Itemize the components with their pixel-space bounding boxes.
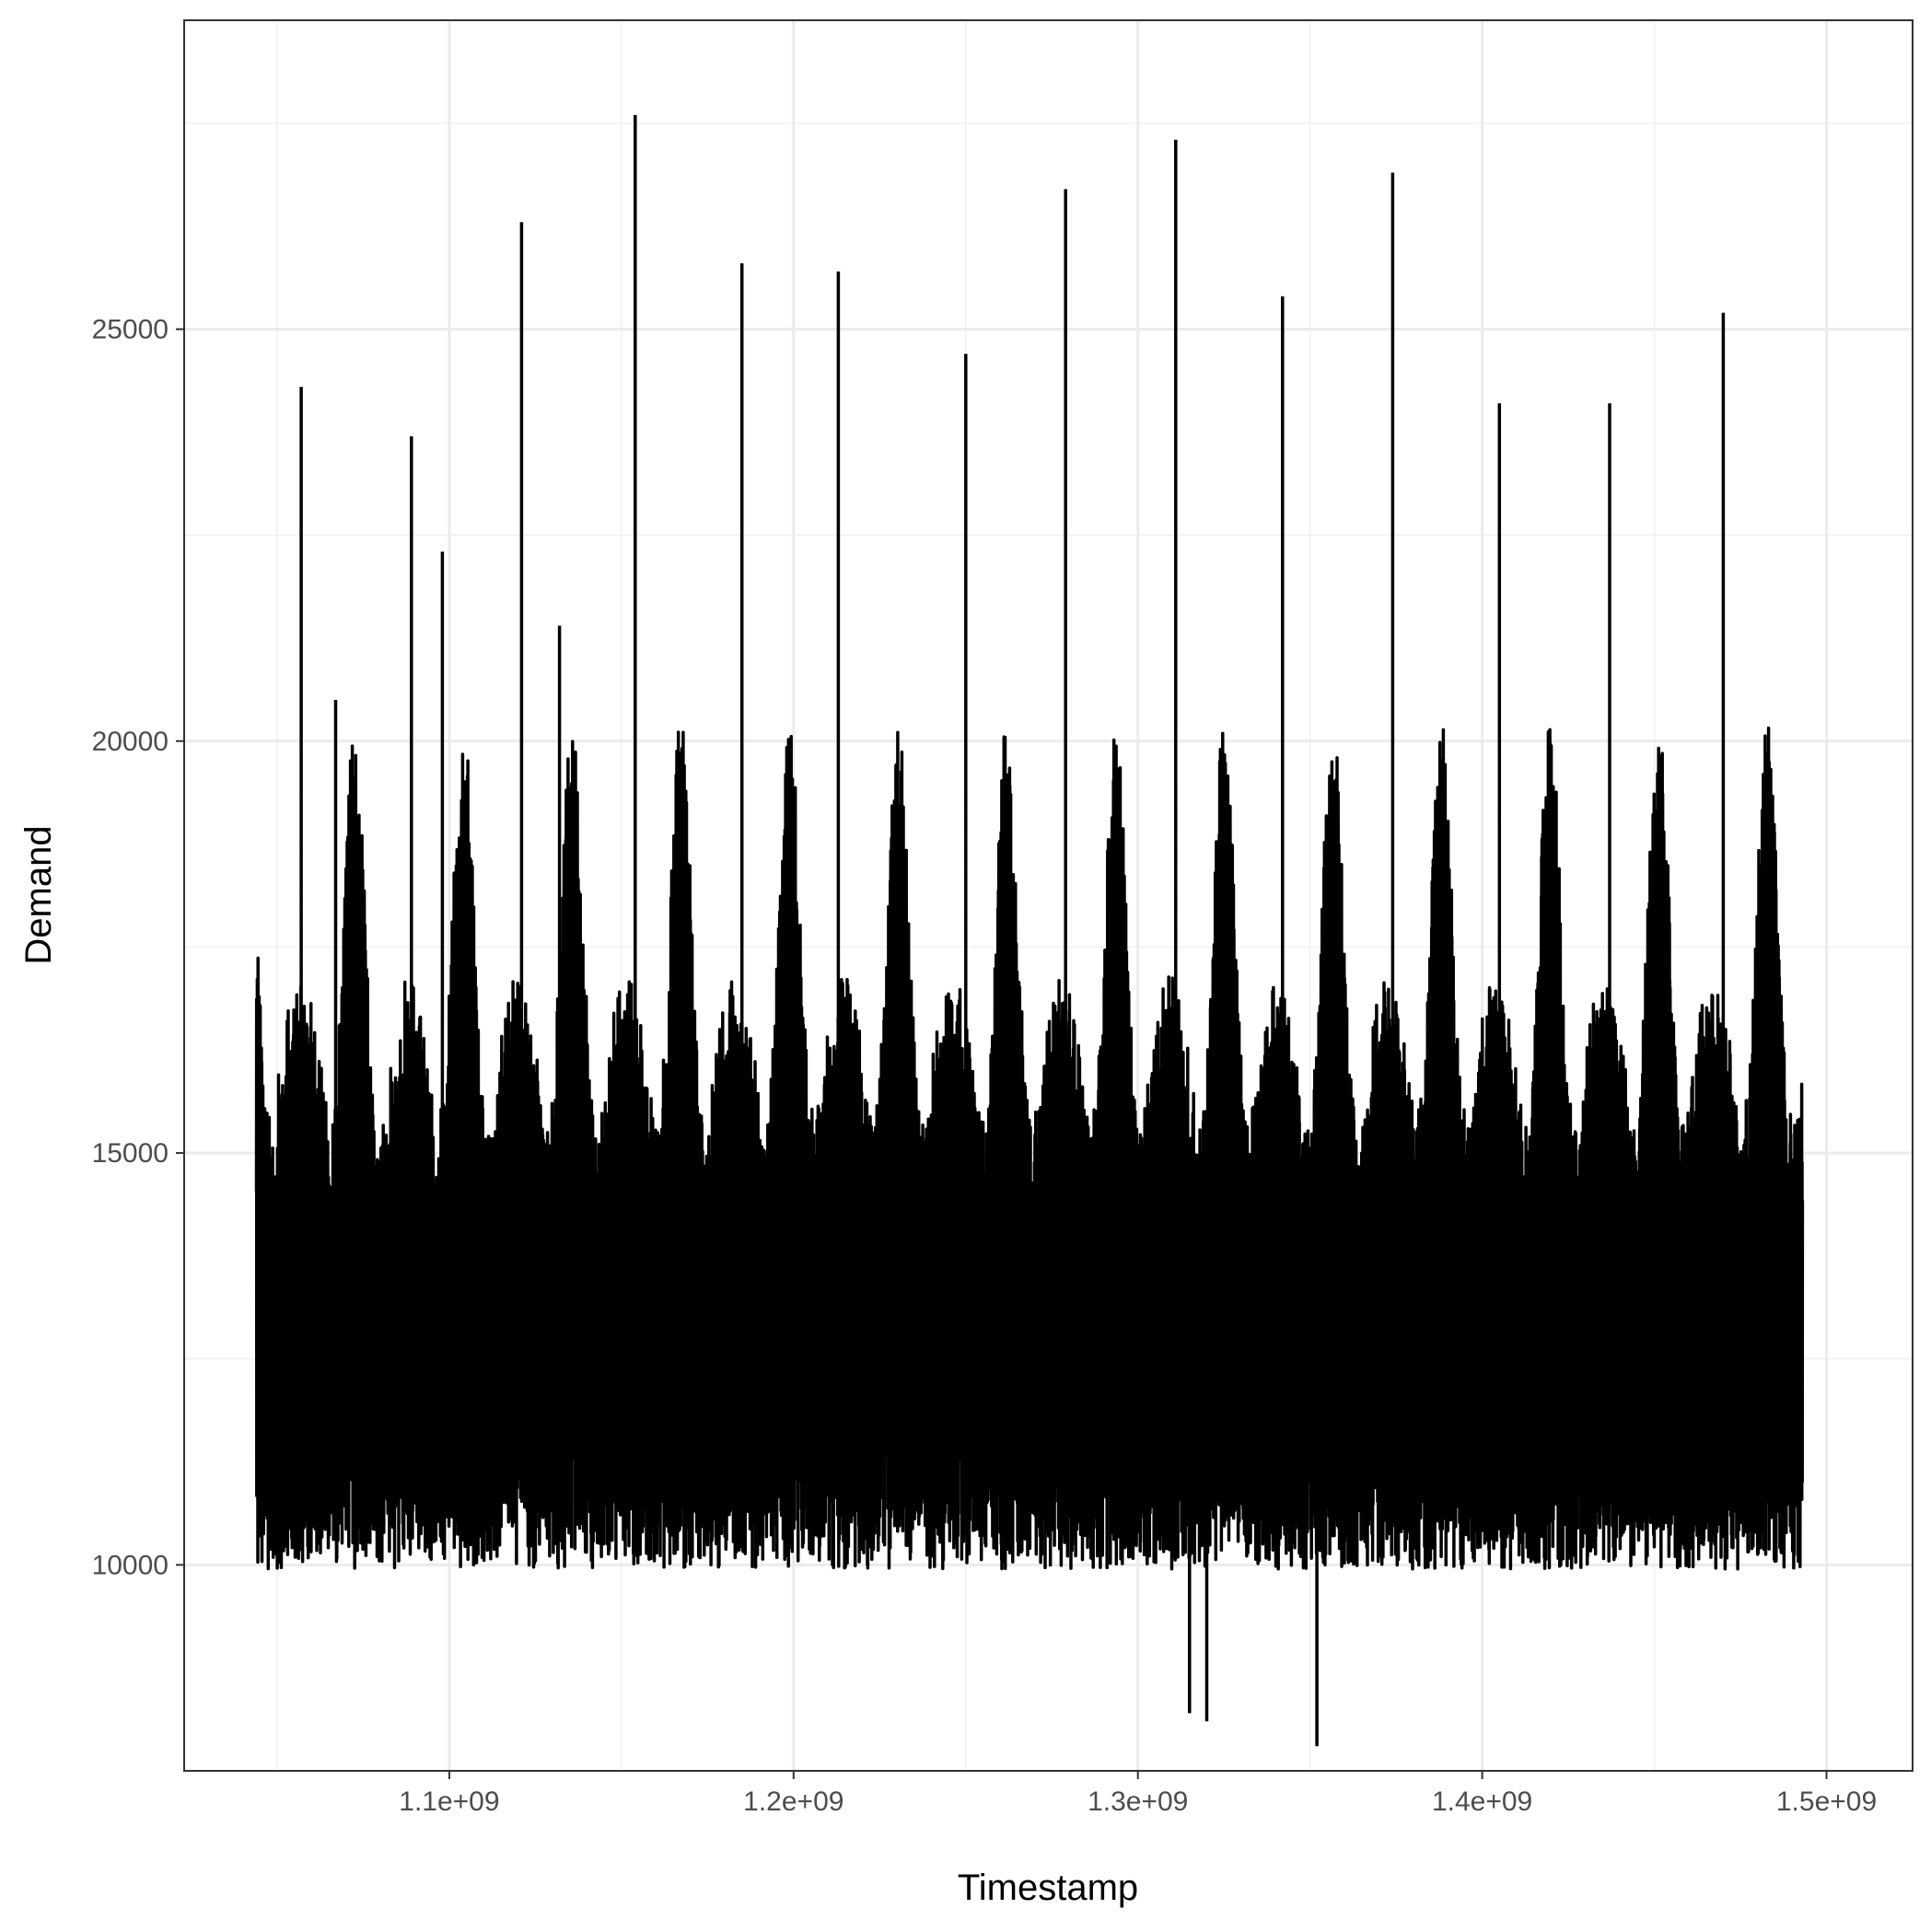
x-tick-label: 1.2e+09: [743, 1787, 843, 1817]
y-tick-label: 25000: [92, 314, 169, 344]
x-tick-label: 1.3e+09: [1088, 1787, 1188, 1817]
plot-panel-border: [183, 19, 1914, 1772]
x-tick-label: 1.5e+09: [1776, 1787, 1877, 1817]
y-tick-label: 10000: [92, 1550, 169, 1580]
x-axis-ticks: 1.1e+09 1.2e+09 1.3e+09 1.4e+09 1.5e+09: [399, 1771, 1877, 1817]
x-tick-label: 1.1e+09: [399, 1787, 499, 1817]
x-tick-label: 1.4e+09: [1432, 1787, 1532, 1817]
y-tick-label: 20000: [92, 727, 169, 757]
y-tick-label: 15000: [92, 1138, 169, 1169]
x-axis-title: Timestamp: [958, 1868, 1138, 1908]
demand-series-line: [254, 114, 1805, 1747]
y-axis-ticks: 10000 15000 20000 25000: [92, 314, 184, 1580]
y-axis-title: Demand: [18, 825, 59, 964]
